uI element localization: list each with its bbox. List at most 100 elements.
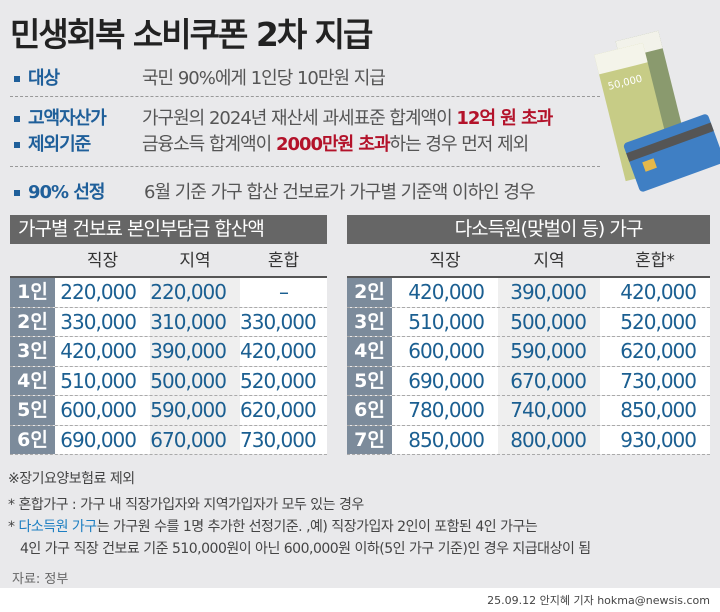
- criteria-label: 90% 선정: [14, 178, 105, 204]
- table-row: 6인 780,000 740,000 850,000: [347, 396, 710, 426]
- table-cell: 930,000: [600, 425, 710, 454]
- table-cell: 330,000: [240, 307, 327, 336]
- table-cell: 500,000: [498, 307, 600, 336]
- table-cell: 420,000: [392, 278, 498, 307]
- criteria-label: 고액자산가: [14, 104, 107, 130]
- row-label: 5인: [347, 366, 392, 395]
- criteria-text: 금융소득 합계액이 2000만원 초과하는 경우 먼저 제외: [142, 130, 530, 156]
- row-label: 6인: [10, 425, 55, 454]
- table-cell: 510,000: [392, 307, 498, 336]
- table-cell: 390,000: [150, 337, 240, 366]
- table-row: 7인 850,000 800,000 930,000: [347, 425, 710, 455]
- table-title: 가구별 건보료 본인부담금 합산액: [10, 215, 327, 244]
- credit: 25.09.12 안지혜 기자 hokma@newsis.com: [487, 594, 710, 607]
- money-card-illustration: 50,000: [594, 30, 720, 192]
- page-title: 민생회복 소비쿠폰 2차 지급: [10, 15, 373, 54]
- table-cell: 600,000: [392, 337, 498, 366]
- note-multi-income: * 다소득원 가구는 가구원 수를 1명 추가한 선정기준. ,예) 직장가입자…: [8, 516, 538, 536]
- text-part: 가구원의 2024년 재산세 과세표준 합계액이: [142, 108, 457, 129]
- table-cell: 800,000: [498, 425, 600, 454]
- table-row: 3인 420,000 390,000 420,000: [10, 337, 327, 367]
- highlight-text: 2000만원 초과: [275, 134, 391, 155]
- table-cell: 730,000: [240, 425, 327, 454]
- table-header: 직장 지역 혼합: [10, 244, 327, 278]
- row-label: 7인: [347, 425, 392, 454]
- row-label: 6인: [347, 396, 392, 425]
- table-cell: 420,000: [600, 278, 710, 307]
- table-cell: 620,000: [240, 396, 327, 425]
- criteria-label: 대상: [14, 64, 60, 90]
- table-cell: 740,000: [498, 396, 600, 425]
- row-label: 4인: [10, 366, 55, 395]
- table-cell: 520,000: [600, 307, 710, 336]
- table-cell: 690,000: [392, 366, 498, 395]
- table-cell: 220,000: [55, 278, 150, 307]
- row-label: 4인: [347, 337, 392, 366]
- column-header: 지역: [533, 251, 565, 271]
- row-label: 3인: [347, 307, 392, 336]
- column-header: 지역: [179, 251, 211, 271]
- table-cell: 620,000: [600, 337, 710, 366]
- table-standard-households: 가구별 건보료 본인부담금 합산액 직장 지역 혼합 1인 220,000 220,…: [10, 215, 327, 455]
- highlight-text: 12억 원 초과: [456, 108, 553, 129]
- table-multi-income-households: 다소득원(맞벌이 등) 가구 직장 지역 혼합* 2인 420,000 390,00…: [347, 215, 710, 455]
- table-cell: 220,000: [150, 278, 240, 307]
- column-header: 혼합*: [635, 251, 675, 271]
- table-cell: 690,000: [55, 425, 150, 454]
- column-header: 직장: [429, 251, 461, 271]
- table-cell: –: [240, 278, 327, 307]
- table-cell: 670,000: [498, 366, 600, 395]
- criteria-text: 6월 기준 가구 합산 건보료가 가구별 기준액 이하인 경우: [144, 182, 536, 203]
- infographic-panel: 민생회복 소비쿠폰 2차 지급 50,000 대상 국민 90%에게 1인당 1…: [0, 0, 720, 588]
- divider: [10, 166, 600, 167]
- criteria-exclusion: 고액자산가 제외기준 가구원의 2024년 재산세 과세표준 합계액이 12억 …: [14, 104, 654, 156]
- criteria-text: 국민 90%에게 1인당 10만원 지급: [142, 68, 386, 89]
- table-row: 4인 510,000 500,000 520,000: [10, 366, 327, 396]
- row-label: 2인: [347, 278, 392, 307]
- table-row: 5인 600,000 590,000 620,000: [10, 396, 327, 426]
- table-row: 5인 690,000 670,000 730,000: [347, 366, 710, 396]
- table-cell: 520,000: [240, 366, 327, 395]
- note-example: 4인 가구 직장 건보료 기준 510,000원이 아닌 600,000원 이하…: [20, 541, 591, 557]
- table-cell: 850,000: [600, 396, 710, 425]
- table-cell: 420,000: [55, 337, 150, 366]
- text-part: 금융소득 합계액이: [142, 134, 276, 155]
- column-header: 직장: [86, 251, 119, 271]
- table-cell: 850,000: [392, 425, 498, 454]
- table-cell: 780,000: [392, 396, 498, 425]
- table-row: 1인 220,000 220,000–: [10, 278, 327, 308]
- text-part: 하는 경우 먼저 제외: [389, 134, 530, 155]
- table-row: 2인 420,000 390,000 420,000: [347, 278, 710, 308]
- table-header: 직장 지역 혼합*: [347, 244, 710, 278]
- criteria-label-line2: 제외기준: [28, 134, 91, 155]
- criteria-text: 가구원의 2024년 재산세 과세표준 합계액이 12억 원 초과: [142, 104, 553, 130]
- table-cell: 600,000: [55, 396, 150, 425]
- criteria-label-2: 제외기준: [14, 130, 91, 156]
- note-ltc: ※장기요양보험료 제외: [8, 471, 135, 487]
- criteria-selection: 90% 선정 6월 기준 가구 합산 건보료가 가구별 기준액 이하인 경우: [14, 178, 654, 204]
- source: 자료: 정부: [12, 572, 69, 587]
- text-part: *: [8, 519, 19, 535]
- table-cell: 590,000: [150, 396, 240, 425]
- table-cell: 390,000: [498, 278, 600, 307]
- table-cell: 730,000: [600, 366, 710, 395]
- row-label: 5인: [10, 396, 55, 425]
- note-mixed: * 혼합가구 : 가구 내 직장가입자와 지역가입자가 모두 있는 경우: [8, 497, 364, 513]
- table-row: 4인 600,000 590,000 620,000: [347, 337, 710, 367]
- table-cell: 330,000: [55, 307, 150, 336]
- row-label: 3인: [10, 337, 55, 366]
- table-cell: 500,000: [150, 366, 240, 395]
- table-row: 2인 330,000 310,000 330,000: [10, 307, 327, 337]
- table-cell: 590,000: [498, 337, 600, 366]
- table-cell: 670,000: [150, 425, 240, 454]
- text-part: 는 가구원 수를 1명 추가한 선정기준. ,예) 직장가입자 2인이 포함된 …: [96, 519, 538, 535]
- table-row: 6인 690,000 670,000 730,000: [10, 425, 327, 455]
- table-title: 다소득원(맞벌이 등) 가구: [347, 215, 710, 244]
- table-cell: 310,000: [150, 307, 240, 336]
- highlight-text: 다소득원 가구: [18, 519, 97, 535]
- row-label: 2인: [10, 307, 55, 336]
- table-row: 3인 510,000 500,000 520,000: [347, 307, 710, 337]
- table-cell: 510,000: [55, 366, 150, 395]
- row-label: 1인: [10, 278, 55, 307]
- table-cell: 420,000: [240, 337, 327, 366]
